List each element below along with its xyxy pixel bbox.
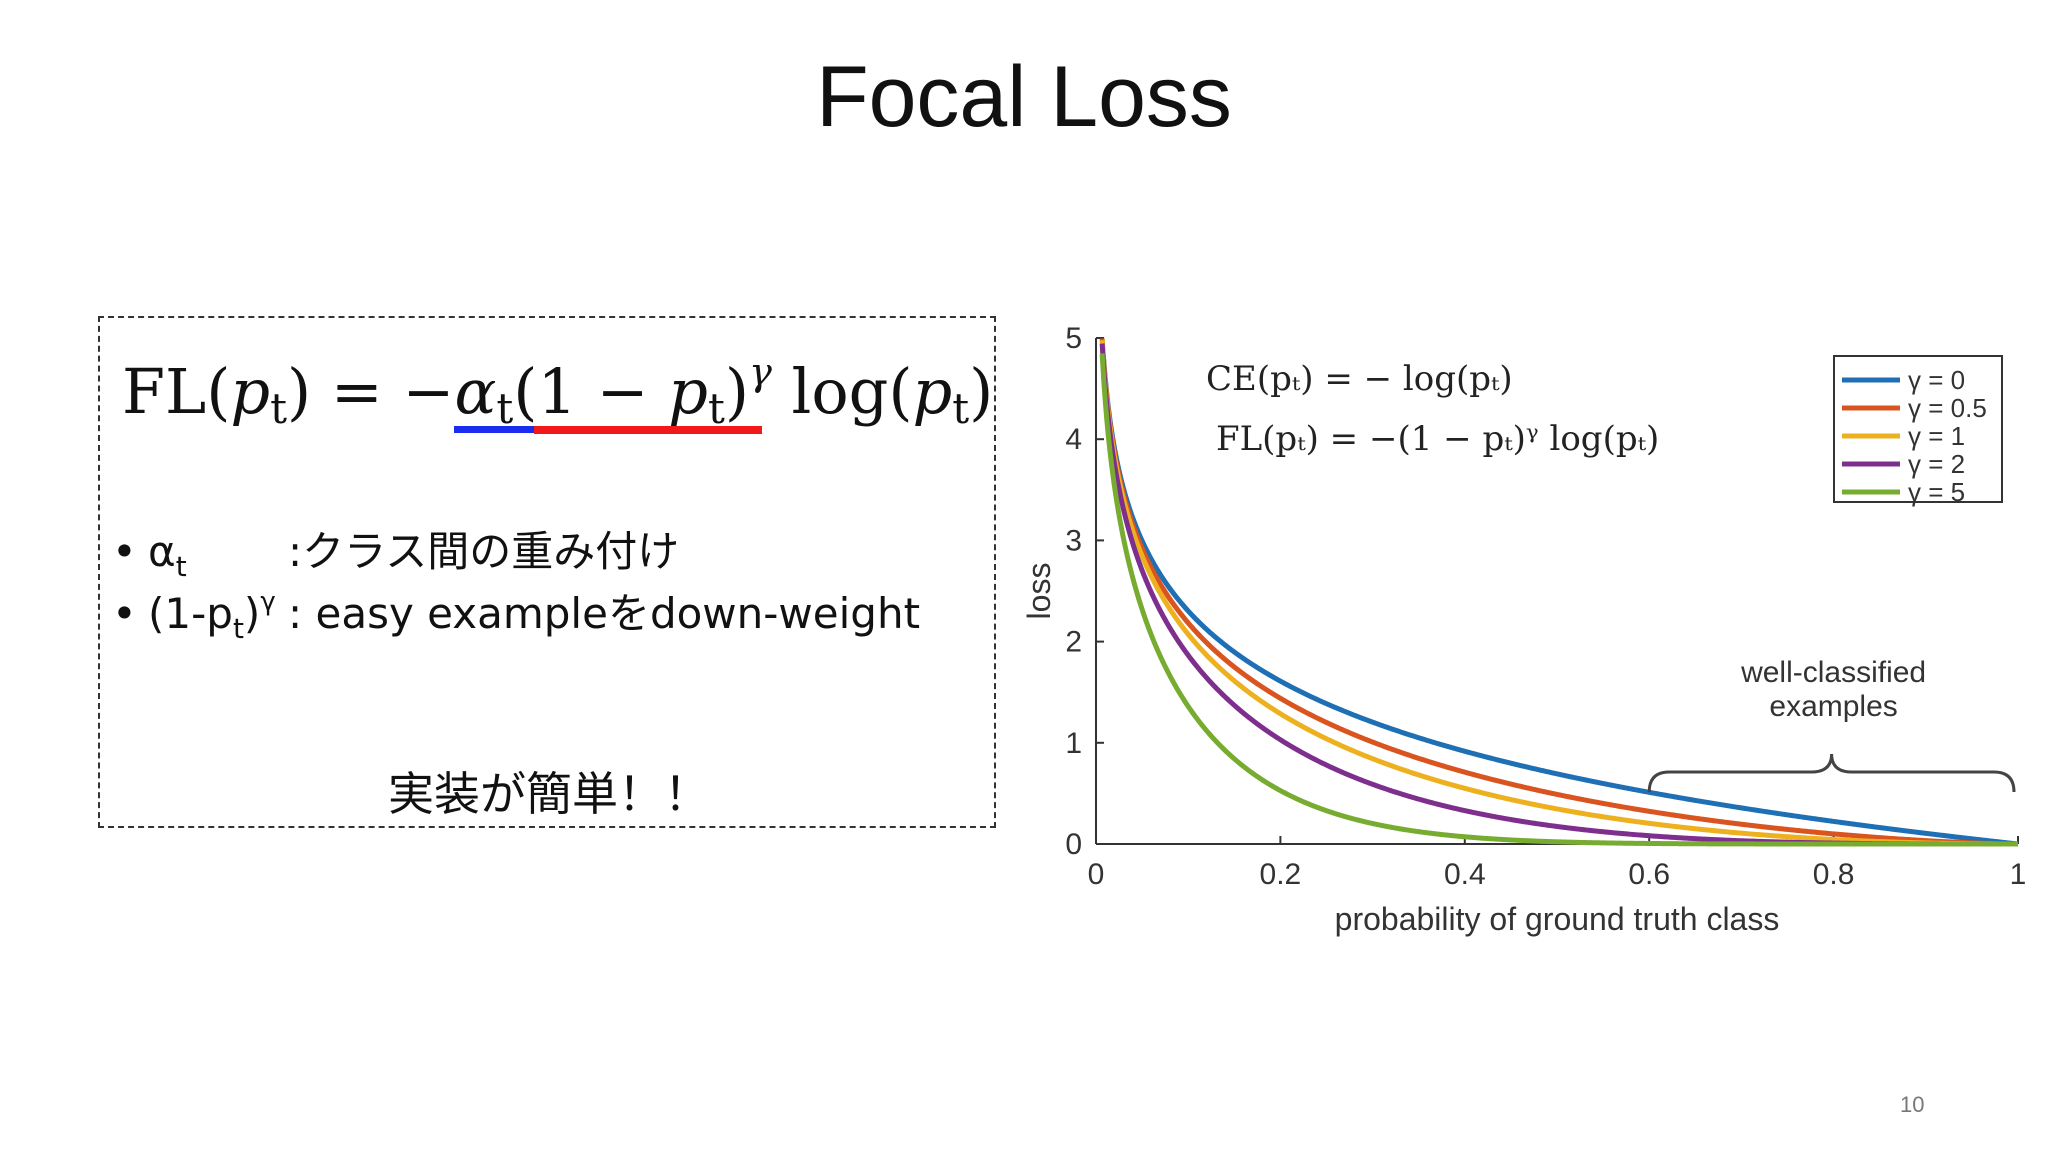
x-tick-label: 0 xyxy=(1088,858,1105,891)
series-line-4 xyxy=(1099,353,2019,847)
legend-label-3: γ = 2 xyxy=(1908,449,1965,479)
series-line-1 xyxy=(1099,338,2019,847)
bullet-alpha: • αt:クラス間の重み付け xyxy=(112,527,680,583)
focal-loss-chart: 0 0.2 0.4 0.6 0.8 1 0 1 2 3 4 5 probability of grou… xyxy=(1021,322,2026,937)
chart-axes: 0 0.2 0.4 0.6 0.8 1 0 1 2 3 4 5 xyxy=(1065,322,2026,891)
focal-loss-formula: FL(pt) = −αt(1 − pt)γ log(pt) xyxy=(122,350,994,433)
slide-title: Focal Loss xyxy=(816,49,1232,145)
legend-label-4: γ = 5 xyxy=(1908,477,1965,507)
well-classified-bracket xyxy=(1647,753,2016,793)
legend-label-0: γ = 0 xyxy=(1908,365,1965,395)
modulating-factor-underline xyxy=(534,426,762,434)
chart-legend: γ = 0γ = 0.5γ = 1γ = 2γ = 5 xyxy=(1833,355,2003,507)
x-tick-label: 0.8 xyxy=(1813,858,1855,891)
bracket-label-line1: well-classified xyxy=(1740,656,1926,689)
legend-label-2: γ = 1 xyxy=(1908,421,1965,451)
y-tick-label: 3 xyxy=(1065,524,1082,557)
ce-formula-annotation: CE(pₜ) = − log(pₜ) xyxy=(1206,359,1513,399)
x-tick-label: 0.4 xyxy=(1444,858,1486,891)
chart-curves xyxy=(1099,338,2019,847)
y-axis-label: loss xyxy=(1021,563,1057,620)
y-tick-label: 0 xyxy=(1065,828,1082,861)
x-tick-label: 0.2 xyxy=(1260,858,1302,891)
bracket-label-line2: examples xyxy=(1769,690,1897,723)
easy-implementation-note: 実装が簡単！！ xyxy=(388,767,710,821)
series-line-0 xyxy=(1101,359,2019,847)
y-tick-label: 5 xyxy=(1065,322,1082,355)
bullet-marker: • xyxy=(112,527,137,576)
y-tick-label: 2 xyxy=(1065,626,1082,659)
x-tick-label: 1 xyxy=(2010,858,2027,891)
page-number: 10 xyxy=(1900,1092,1925,1117)
x-axis-label: probability of ground truth class xyxy=(1335,901,1780,937)
chart-texts: probability of ground truth class loss CE(… xyxy=(1021,359,2016,937)
legend-label-1: γ = 0.5 xyxy=(1908,393,1987,423)
formula-box: FL(pt) = −αt(1 − pt)γ log(pt) • αt:クラス間の重… xyxy=(98,316,996,828)
bullet-modulating-factor: • (1-pt)γ: easy exampleをdown-weight xyxy=(112,587,921,645)
series-line-2 xyxy=(1099,340,2019,847)
alpha-underline xyxy=(454,426,534,433)
fl-formula-annotation: FL(pₜ) = −(1 − pₜ)ᵞ log(pₜ) xyxy=(1216,419,1659,459)
y-tick-label: 4 xyxy=(1065,423,1082,456)
x-tick-label: 0.6 xyxy=(1628,858,1670,891)
bullet-marker: • xyxy=(112,589,137,638)
y-tick-label: 1 xyxy=(1065,727,1082,760)
